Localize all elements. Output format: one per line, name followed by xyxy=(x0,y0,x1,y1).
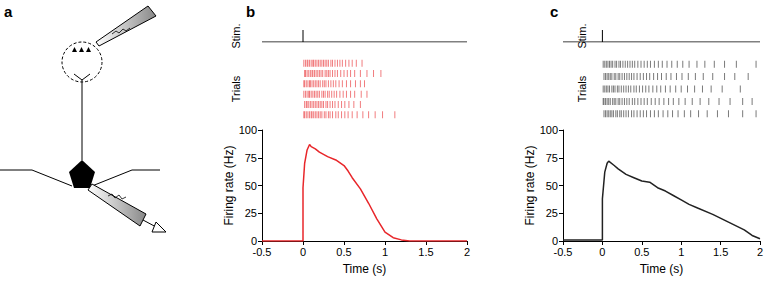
svg-text:0: 0 xyxy=(300,246,306,258)
svg-text:-0.5: -0.5 xyxy=(253,246,272,258)
svg-text:50: 50 xyxy=(546,180,558,192)
svg-text:Firing rate (Hz): Firing rate (Hz) xyxy=(523,145,537,225)
svg-text:1: 1 xyxy=(678,246,684,258)
svg-text:Firing rate (Hz): Firing rate (Hz) xyxy=(222,145,236,225)
svg-text:0.5: 0.5 xyxy=(336,246,351,258)
svg-text:75: 75 xyxy=(546,152,558,164)
svg-text:100: 100 xyxy=(540,124,558,136)
svg-text:0: 0 xyxy=(551,235,558,247)
svg-text:Trials: Trials xyxy=(230,75,242,102)
svg-text:b: b xyxy=(246,3,255,20)
svg-text:100: 100 xyxy=(239,124,257,136)
svg-text:25: 25 xyxy=(546,207,558,219)
svg-text:25: 25 xyxy=(245,207,257,219)
svg-text:c: c xyxy=(550,3,558,20)
svg-text:2: 2 xyxy=(757,246,763,258)
svg-text:a: a xyxy=(4,3,13,20)
svg-text:1: 1 xyxy=(382,246,388,258)
svg-text:50: 50 xyxy=(245,180,257,192)
svg-text:2: 2 xyxy=(464,246,470,258)
svg-text:75: 75 xyxy=(245,152,257,164)
svg-text:Time (s): Time (s) xyxy=(343,262,387,276)
svg-text:0.5: 0.5 xyxy=(634,246,649,258)
svg-text:Trials: Trials xyxy=(576,75,588,102)
svg-text:0: 0 xyxy=(599,246,605,258)
svg-text:Stim.: Stim. xyxy=(576,23,588,48)
svg-text:Stim.: Stim. xyxy=(230,23,242,48)
svg-text:1.5: 1.5 xyxy=(713,246,728,258)
svg-text:1.5: 1.5 xyxy=(418,246,433,258)
svg-text:Time (s): Time (s) xyxy=(640,262,684,276)
svg-text:0: 0 xyxy=(250,235,257,247)
svg-text:-0.5: -0.5 xyxy=(554,246,573,258)
